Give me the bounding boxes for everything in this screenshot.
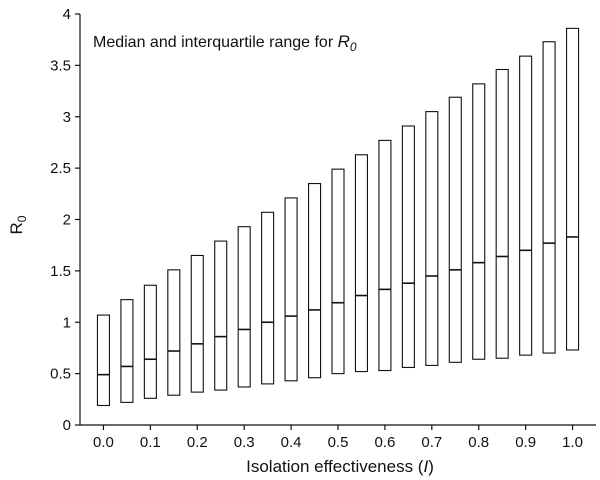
y-tick-label: 2 — [63, 212, 71, 229]
box-iqr — [284, 197, 298, 382]
box-17 — [495, 68, 509, 359]
box-3 — [167, 269, 181, 396]
box-iqr — [378, 139, 392, 372]
box-iqr — [214, 240, 228, 391]
box-11 — [354, 154, 369, 373]
y-tick-label: 1 — [63, 314, 71, 331]
box-14 — [425, 111, 439, 366]
annotation-symbol: R — [338, 32, 350, 51]
x-tick-label: 0.8 — [468, 434, 489, 451]
y-axis-label: R0 — [7, 215, 29, 234]
box-iqr — [143, 284, 157, 399]
box-iqr — [565, 27, 580, 351]
x-tick-label: 0.9 — [515, 434, 536, 451]
x-tick-label: 1.0 — [562, 434, 583, 451]
box-9 — [307, 182, 322, 379]
box-1 — [120, 299, 134, 403]
y-tick-label: 0.5 — [50, 366, 71, 383]
box-10 — [331, 168, 345, 375]
box-13 — [401, 125, 415, 369]
y-tick-label: 1.5 — [50, 263, 71, 280]
box-iqr — [354, 154, 369, 373]
box-iqr — [237, 226, 251, 388]
x-tick-label: 0.2 — [187, 434, 208, 451]
box-15 — [448, 96, 462, 363]
x-axis-label-suffix: ) — [428, 457, 434, 476]
y-tick-label: 3.5 — [50, 57, 71, 74]
box-iqr — [519, 55, 533, 356]
x-tick-label: 0.6 — [374, 434, 395, 451]
box-7 — [261, 211, 275, 385]
box-19 — [542, 41, 556, 354]
x-axis-label-text: Isolation effectiveness ( — [246, 457, 424, 476]
box-iqr — [190, 254, 204, 393]
box-iqr — [448, 96, 462, 363]
y-tick-label: 4 — [63, 6, 71, 23]
box-2 — [143, 284, 157, 399]
box-6 — [237, 226, 251, 388]
x-tick-label: 0.3 — [234, 434, 255, 451]
x-axis-label: Isolation effectiveness (I) — [246, 457, 434, 476]
box-iqr — [495, 68, 509, 359]
x-tick-label: 0.1 — [140, 434, 161, 451]
box-0 — [96, 314, 110, 407]
box-iqr — [120, 299, 134, 403]
annotation-subscript: 0 — [350, 40, 357, 54]
box-20 — [565, 27, 580, 351]
box-16 — [472, 83, 486, 360]
axes-layer: 0 0.5 1 1.5 2 2.5 3 3.5 4 0.0 0.1 0.2 0.3 0.4 0.5 0.6 0.… — [50, 6, 596, 451]
box-iqr — [401, 125, 415, 369]
box-iqr — [542, 41, 556, 354]
box-iqr — [96, 314, 110, 407]
x-tick-label: 0.7 — [421, 434, 442, 451]
y-axis-label-subscript: 0 — [15, 215, 29, 222]
annotation-text: Median and interquartile range for — [93, 34, 338, 51]
box-iqr — [472, 83, 486, 360]
box-12 — [378, 139, 392, 372]
boxes-layer — [96, 27, 580, 407]
box-iqr — [261, 211, 275, 385]
x-axis-label-symbol: I — [423, 457, 428, 476]
y-tick-label: 2.5 — [50, 160, 71, 177]
x-tick-label: 0.4 — [281, 434, 302, 451]
box-iqr — [167, 269, 181, 396]
box-18 — [519, 55, 533, 356]
y-tick-label: 3 — [63, 109, 71, 126]
y-tick-label: 0 — [63, 417, 71, 434]
x-tick-label: 0.5 — [328, 434, 349, 451]
box-8 — [284, 197, 298, 382]
x-tick-label: 0.0 — [93, 434, 114, 451]
box-iqr — [425, 111, 439, 366]
y-axis-label-symbol: R — [7, 222, 26, 234]
box-4 — [190, 254, 204, 393]
annotation: Median and interquartile range for R0 — [93, 32, 357, 54]
box-iqr — [331, 168, 345, 375]
box-5 — [214, 240, 228, 391]
box-iqr — [307, 182, 322, 379]
